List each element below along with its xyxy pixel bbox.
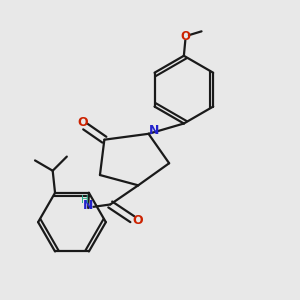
Text: H: H	[81, 195, 89, 205]
Text: N: N	[83, 199, 93, 212]
Text: O: O	[132, 214, 143, 227]
Text: O: O	[180, 30, 190, 43]
Text: N: N	[148, 124, 159, 137]
Text: O: O	[78, 116, 88, 129]
